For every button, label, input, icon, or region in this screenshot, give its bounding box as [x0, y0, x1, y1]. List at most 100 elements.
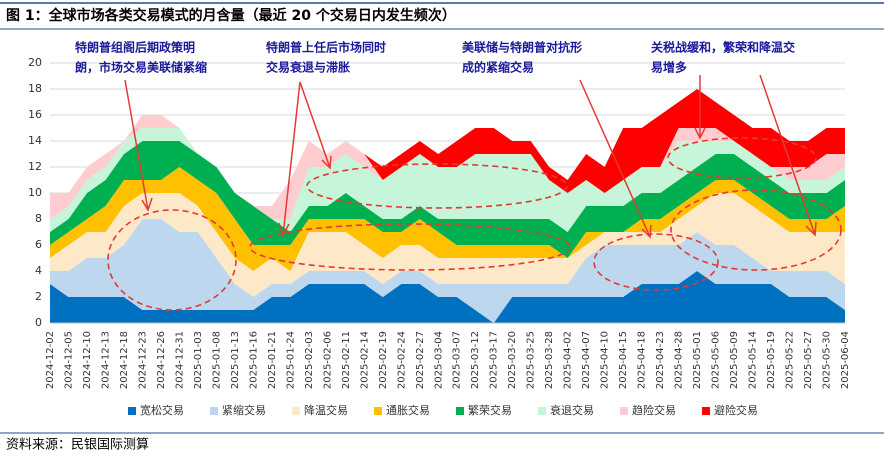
annotation: 易增多	[651, 60, 687, 75]
legend-swatch	[292, 407, 300, 415]
x-tick-label: 2025-05-01	[692, 331, 703, 389]
annotation: 关税战缓和，繁荣和降温交	[651, 40, 795, 55]
x-tick-label: 2025-04-15	[618, 331, 629, 389]
legend-label: 降温交易	[304, 403, 348, 417]
legend-swatch	[620, 407, 628, 415]
legend-swatch	[210, 407, 218, 415]
legend-label: 紧缩交易	[222, 403, 266, 417]
x-tick-label: 2025-03-12	[470, 331, 481, 389]
area	[50, 89, 845, 206]
x-tick-label: 2025-06-04	[840, 331, 851, 389]
x-tick-label: 2025-05-19	[766, 331, 777, 389]
y-tick-label: 4	[35, 264, 42, 277]
x-tick-label: 2025-01-03	[193, 331, 204, 389]
x-tick-label: 2025-02-03	[304, 331, 315, 389]
x-tick-label: 2025-05-14	[748, 331, 759, 389]
x-tick-label: 2025-02-27	[415, 331, 426, 389]
legend-swatch	[128, 407, 136, 415]
arrow	[124, 79, 153, 212]
x-tick-label: 2024-12-10	[82, 331, 93, 389]
arrow	[759, 74, 817, 237]
x-tick-label: 2024-12-31	[174, 331, 185, 389]
x-tick-label: 2025-01-21	[267, 331, 278, 389]
y-tick-label: 0	[35, 316, 42, 329]
arrow	[694, 75, 706, 140]
y-tick-label: 10	[28, 186, 42, 199]
area	[50, 141, 845, 258]
x-tick-label: 2024-12-23	[137, 331, 148, 389]
x-tick-label: 2024-12-05	[63, 331, 74, 389]
legend-swatch	[456, 407, 464, 415]
legend-label: 避险交易	[714, 403, 758, 417]
y-tick-label: 18	[28, 82, 42, 95]
x-tick-label: 2025-02-19	[378, 331, 389, 389]
x-tick-label: 2025-05-30	[822, 331, 833, 389]
x-tick-label: 2025-03-25	[526, 331, 537, 389]
x-tick-label: 2025-02-14	[359, 331, 370, 389]
annotation: 特朗普组阁后期政策明	[75, 40, 195, 55]
x-tick-label: 2024-12-02	[45, 331, 56, 389]
legend-label: 通胀交易	[386, 403, 430, 417]
x-tick-label: 2025-01-16	[248, 331, 259, 389]
arrow	[278, 81, 301, 237]
x-tick-label: 2025-03-17	[489, 331, 500, 389]
y-tick-label: 16	[28, 108, 42, 121]
arrow	[579, 79, 652, 239]
x-tick-label: 2025-04-28	[674, 331, 685, 389]
x-tick-label: 2025-05-27	[803, 331, 814, 389]
x-tick-label: 2025-01-08	[211, 331, 222, 389]
legend-label: 繁荣交易	[468, 403, 512, 417]
annotation: 成的紧缩交易	[462, 60, 534, 75]
area	[50, 193, 845, 297]
x-tick-label: 2025-02-24	[396, 331, 407, 389]
x-tick-label: 2025-05-22	[785, 331, 796, 389]
chart-title: 图 1：全球市场各类交易模式的月含量（最近 20 个交易日内发生频次）	[6, 7, 456, 24]
x-tick-label: 2025-02-06	[322, 331, 333, 389]
legend-label: 衰退交易	[550, 403, 594, 417]
x-tick-label: 2025-04-23	[655, 331, 666, 389]
highlight	[667, 137, 817, 179]
plot: 0 2 4 6 8 10 12 14 16 18 20 2024-12-02 2024-12-05 202…	[28, 40, 851, 418]
x-tick-label: 2025-03-04	[433, 331, 444, 389]
legend-label: 宽松交易	[140, 403, 184, 417]
x-tick-label: 2025-04-02	[563, 331, 574, 389]
y-tick-label: 12	[28, 160, 42, 173]
x-tick-label: 2025-04-18	[637, 331, 648, 389]
x-tick-label: 2025-02-11	[341, 331, 352, 389]
y-tick-label: 6	[35, 238, 42, 251]
y-tick-label: 14	[28, 134, 42, 147]
highlight	[107, 209, 237, 311]
x-tick-label: 2024-12-13	[100, 331, 111, 389]
x-tick-label: 2025-03-07	[452, 331, 463, 389]
y-tick-label: 2	[35, 290, 42, 303]
x-tick-label: 2025-04-07	[581, 331, 592, 389]
legend-swatch	[538, 407, 546, 415]
x-tick-label: 2024-12-18	[119, 331, 130, 389]
x-tick-label: 2025-05-09	[729, 331, 740, 389]
legend-swatch	[702, 407, 710, 415]
area	[50, 167, 845, 271]
x-tick-label: 2025-03-20	[507, 331, 518, 389]
source: 资料来源：民银国际测算	[6, 438, 149, 453]
annotation: 特朗普上任后市场同时	[266, 40, 386, 55]
y-tick-label: 20	[28, 56, 42, 69]
annotation: 美联储与特朗普对抗形	[462, 40, 582, 55]
x-tick-label: 2025-01-24	[285, 331, 296, 389]
x-tick-label: 2025-01-13	[230, 331, 241, 389]
legend-swatch	[374, 407, 382, 415]
highlight	[670, 189, 842, 271]
highlight	[249, 223, 571, 271]
x-tick-label: 2025-05-06	[711, 331, 722, 389]
y-tick-label: 8	[35, 212, 42, 225]
annotation: 交易衰退与滞胀	[266, 60, 350, 75]
arrow	[299, 81, 332, 170]
annotation: 朗，市场交易美联储紧缩	[75, 60, 207, 75]
x-tick-label: 2025-04-10	[600, 331, 611, 389]
area	[50, 128, 845, 232]
annotation-shapes	[107, 74, 842, 311]
legend-label: 趋险交易	[632, 403, 676, 417]
x-tick-label: 2024-12-26	[156, 331, 167, 389]
x-tick-label: 2025-03-28	[544, 331, 555, 389]
highlight	[593, 233, 719, 291]
